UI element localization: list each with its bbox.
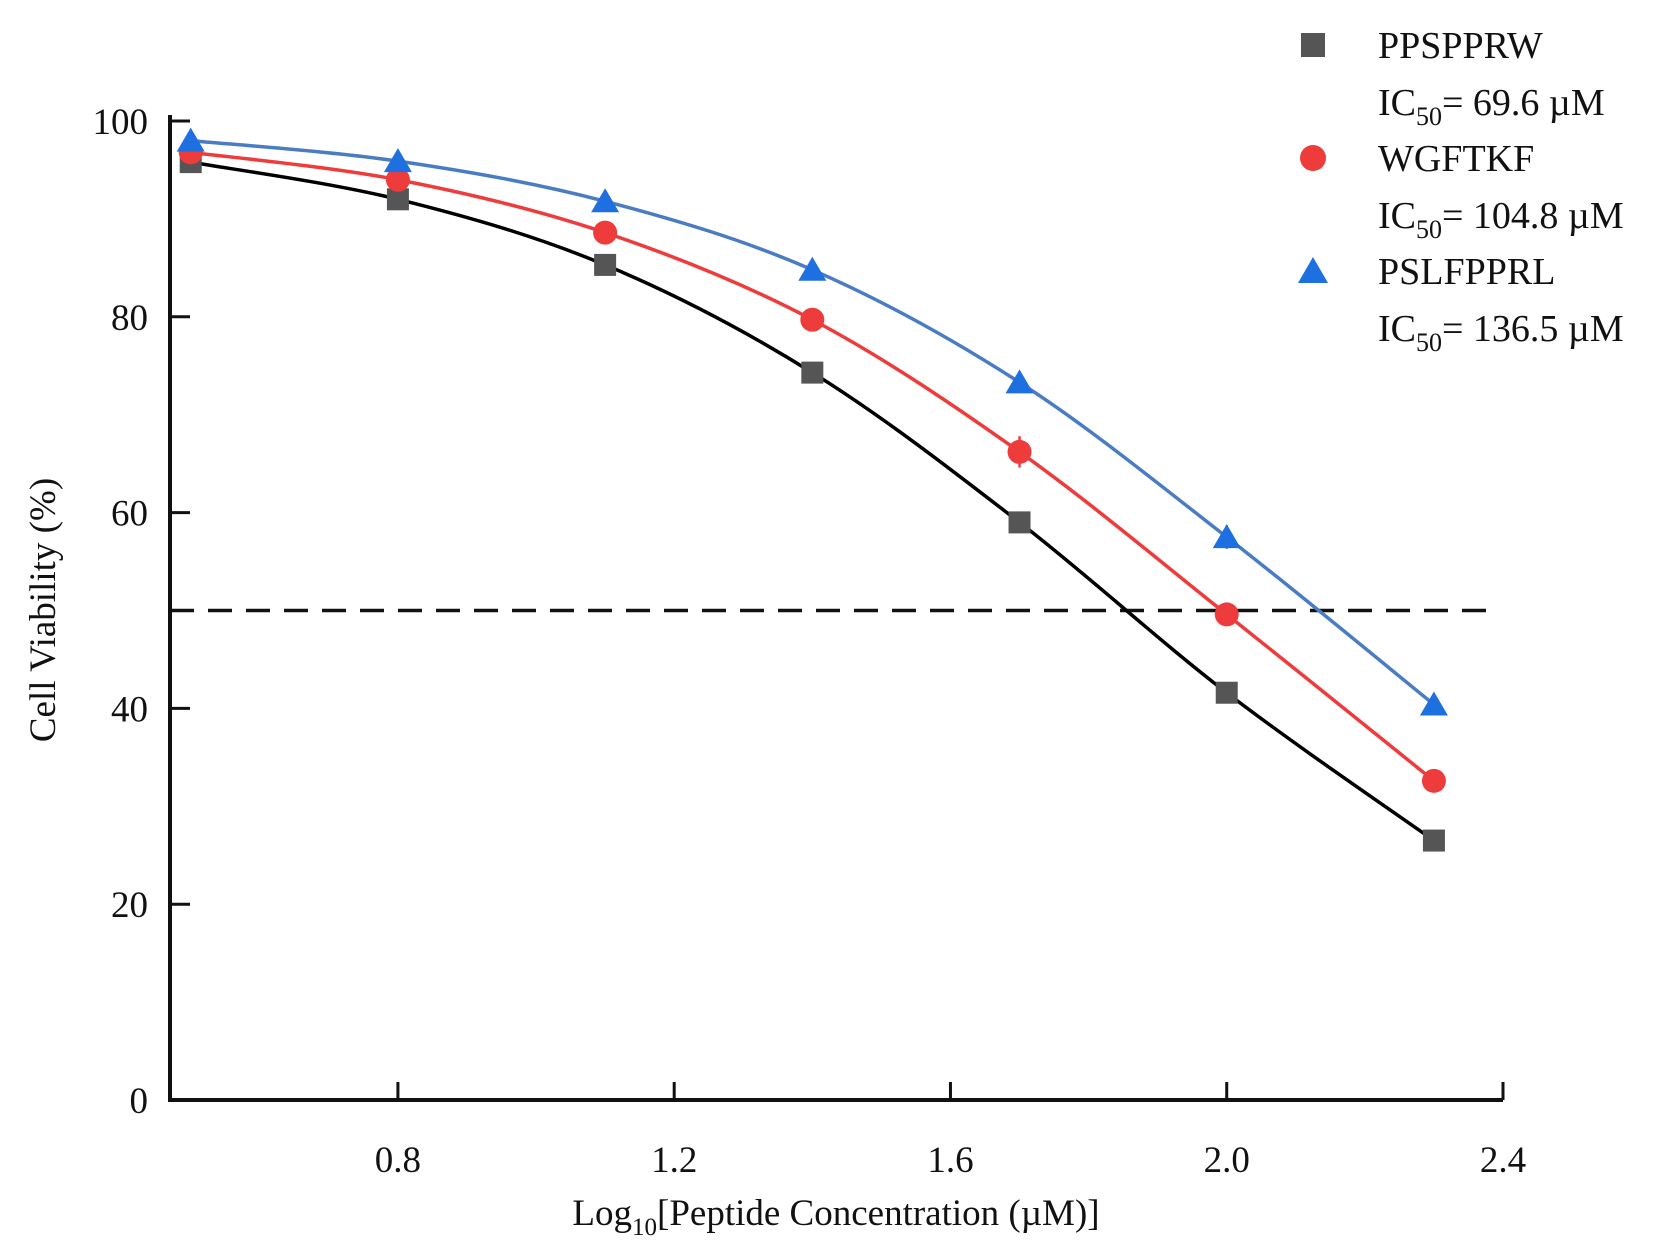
x-tick-label: 1.2 xyxy=(651,1140,697,1181)
legend-ic50: IC50= 136.5 µM xyxy=(1378,308,1624,357)
x-tick-label: 2.0 xyxy=(1204,1140,1250,1181)
legend-marker-ppspprw xyxy=(1301,33,1325,57)
data-point xyxy=(1212,524,1241,549)
y-tick-label: 60 xyxy=(111,494,148,535)
legend-ic50: IC50= 104.8 µM xyxy=(1378,195,1624,244)
y-axis-label: Cell Viability (%) xyxy=(23,478,64,742)
data-point xyxy=(594,253,617,276)
fit-curve xyxy=(190,138,1436,706)
data-point xyxy=(801,361,824,384)
y-tick-label: 80 xyxy=(111,298,148,339)
data-point xyxy=(386,188,409,211)
data-point xyxy=(593,220,618,245)
series-wgftkf xyxy=(178,140,1446,793)
legend-marker-pslfpprl xyxy=(1298,257,1328,283)
data-point xyxy=(1008,511,1031,534)
data-point xyxy=(385,167,410,192)
axes: 0.8 1.2 1.6 2.0 2.4 0 20 40 60 80 100 xyxy=(93,102,1527,1181)
fit-curve xyxy=(190,150,1436,783)
legend-label: WGFTKF xyxy=(1378,138,1534,180)
x-tick-label: 2.4 xyxy=(1480,1140,1526,1181)
y-tick-label: 20 xyxy=(111,885,148,926)
data-point xyxy=(1007,439,1032,464)
legend: PPSPPRW IC50= 69.6 µM WGFTKF IC50= 104.8 µM… xyxy=(1298,25,1624,357)
y-tick-label: 40 xyxy=(111,689,148,730)
legend-label: PSLFPPRL xyxy=(1378,251,1555,293)
legend-ic50: IC50= 69.6 µM xyxy=(1378,82,1605,131)
data-point xyxy=(1214,602,1239,627)
legend-label: PPSPPRW xyxy=(1378,25,1543,67)
x-tick-label: 0.8 xyxy=(375,1140,421,1181)
x-axis-label: Log10[Peptide Concentration (µM)] xyxy=(572,1193,1099,1241)
series-ppspprw xyxy=(179,151,1445,852)
data-point xyxy=(383,148,412,173)
y-tick-label: 0 xyxy=(130,1081,149,1122)
x-tick-label: 1.6 xyxy=(927,1140,973,1181)
data-point xyxy=(1419,691,1448,716)
data-point xyxy=(1421,768,1446,793)
data-point xyxy=(1422,829,1445,852)
data-point xyxy=(591,188,620,213)
data-point xyxy=(1005,369,1034,394)
legend-marker-wgftkf xyxy=(1300,145,1326,171)
series-pslfpprl xyxy=(176,127,1448,716)
data-point xyxy=(1215,681,1238,704)
series-group xyxy=(176,127,1448,852)
data-point xyxy=(798,256,827,281)
data-point xyxy=(176,127,205,152)
y-tick-label: 100 xyxy=(93,102,149,143)
data-point xyxy=(800,307,825,332)
